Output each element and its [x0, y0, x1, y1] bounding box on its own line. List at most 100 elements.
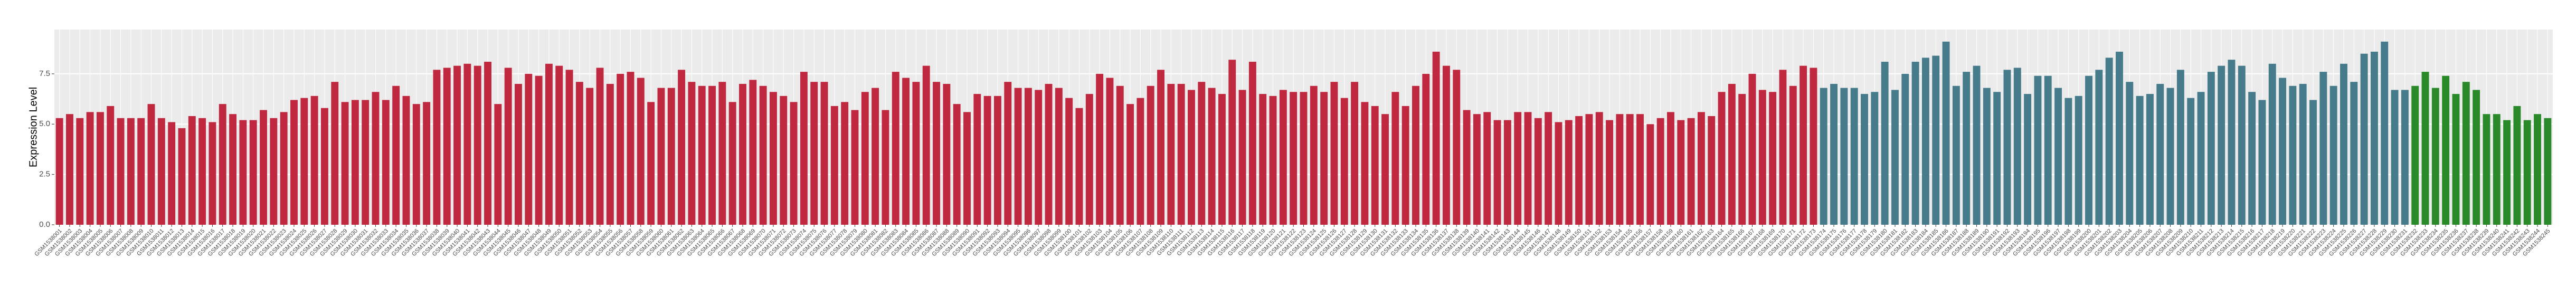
- bar: [219, 104, 226, 225]
- bar: [280, 112, 288, 225]
- bar: [2003, 70, 2011, 225]
- bar: [1595, 112, 1603, 225]
- bar: [2197, 92, 2205, 225]
- bar: [1269, 95, 1277, 225]
- bar: [1534, 118, 1542, 225]
- bar: [433, 70, 441, 225]
- bar: [647, 102, 655, 225]
- bar: [1810, 68, 1817, 225]
- bar: [861, 92, 869, 225]
- bar: [525, 73, 533, 225]
- bar: [1361, 102, 1369, 225]
- bar: [1443, 65, 1450, 225]
- bar: [2340, 63, 2347, 225]
- bar: [362, 100, 370, 225]
- bar: [1789, 85, 1797, 225]
- bar: [382, 100, 390, 225]
- bar: [1840, 88, 1848, 225]
- bar: [698, 85, 706, 225]
- bar: [1137, 98, 1144, 225]
- bar: [596, 68, 604, 225]
- bar: [412, 104, 420, 225]
- bar: [1963, 72, 1971, 225]
- bar: [586, 88, 594, 225]
- bar: [1228, 60, 1236, 225]
- bar: [2452, 94, 2460, 225]
- bar: [1432, 51, 1440, 225]
- bar: [1677, 120, 1685, 225]
- bar: [1391, 92, 1399, 225]
- bar: [1545, 112, 1552, 225]
- bar: [351, 100, 359, 225]
- bar: [2013, 68, 2021, 225]
- bar: [2289, 85, 2297, 225]
- bar: [1861, 94, 1868, 225]
- bar: [1065, 98, 1073, 225]
- bar: [1636, 114, 1644, 225]
- bar: [1157, 70, 1164, 225]
- bar: [1656, 118, 1664, 225]
- bar: [790, 102, 798, 225]
- bar: [2401, 90, 2409, 225]
- bar: [55, 118, 63, 225]
- bar: [2228, 60, 2236, 225]
- bar: [1208, 88, 1216, 225]
- bar: [575, 82, 583, 225]
- bar: [1830, 83, 1838, 225]
- y-axis-title: Expression Level: [27, 87, 39, 167]
- bar: [1371, 106, 1379, 225]
- bar: [1881, 62, 1889, 225]
- bar: [555, 65, 563, 225]
- bar: [810, 82, 818, 225]
- bar: [147, 104, 155, 225]
- bar: [2544, 118, 2552, 225]
- bar: [1126, 104, 1134, 225]
- bar: [1310, 85, 1318, 225]
- bar: [2187, 98, 2195, 225]
- bar: [2523, 120, 2531, 225]
- bar: [1116, 85, 1124, 225]
- bar: [2360, 53, 2368, 225]
- bar: [453, 65, 461, 225]
- bar: [2503, 120, 2511, 225]
- bar: [1911, 62, 1919, 225]
- bar: [678, 70, 686, 225]
- bar: [1687, 118, 1695, 225]
- bar: [851, 110, 859, 225]
- bar: [1606, 120, 1614, 225]
- bar: [1769, 92, 1777, 225]
- bar: [1483, 112, 1491, 225]
- bar: [739, 83, 746, 225]
- bar: [66, 114, 73, 225]
- bar: [1147, 85, 1154, 225]
- bar: [1932, 55, 1940, 225]
- bar: [1738, 94, 1746, 225]
- bar: [2279, 78, 2287, 225]
- bar: [76, 118, 84, 225]
- bar: [708, 85, 716, 225]
- bar: [912, 82, 920, 225]
- bar: [2034, 75, 2042, 225]
- bar: [2299, 83, 2307, 225]
- bar: [1993, 92, 2001, 225]
- bar: [983, 95, 991, 225]
- bar: [239, 120, 247, 225]
- bar: [127, 118, 135, 225]
- bar: [209, 122, 216, 225]
- bar: [1340, 98, 1348, 225]
- bar: [688, 82, 696, 225]
- bar: [1800, 65, 1807, 225]
- bar: [1748, 73, 1756, 225]
- bar: [2391, 90, 2399, 225]
- bar: [1697, 112, 1705, 225]
- bar: [2431, 88, 2439, 225]
- bar: [2238, 65, 2246, 225]
- bar: [820, 82, 828, 225]
- bar: [2411, 85, 2419, 225]
- bar: [2166, 88, 2174, 225]
- bar: [310, 95, 318, 225]
- bar: [1004, 82, 1012, 225]
- bar: [372, 92, 380, 225]
- bar: [1198, 82, 1206, 225]
- bar: [331, 82, 339, 225]
